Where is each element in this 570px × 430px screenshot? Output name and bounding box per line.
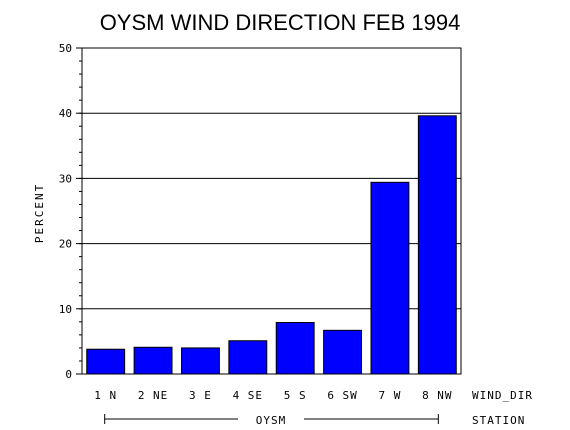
bar	[323, 329, 363, 375]
x-tick-label: 1 N	[94, 389, 117, 402]
bar	[417, 115, 457, 375]
x-tick-label: 7 W	[379, 389, 402, 402]
group-bracket	[104, 414, 439, 424]
x-tick-label: 5 S	[284, 389, 307, 402]
y-tick-label: 50	[59, 42, 72, 55]
bar	[228, 340, 268, 375]
x-tick-label: 8 NW	[422, 389, 453, 402]
x-tick-label: 2 NE	[138, 389, 169, 402]
bar	[86, 348, 126, 375]
bar	[180, 347, 220, 375]
x-axis-label: WIND_DIR	[472, 389, 533, 402]
x-tick-labels: 1 N 2 NE 3 E 4 SE 5 S 6 SW 7 W 8 NW	[94, 389, 453, 402]
bar	[133, 346, 173, 375]
y-tick-label: 10	[59, 303, 72, 316]
bars-layer	[86, 115, 457, 375]
group-label: OYSM	[256, 414, 287, 427]
y-tick-label: 30	[59, 172, 72, 185]
bar	[275, 321, 315, 375]
x-tick-label: 3 E	[189, 389, 212, 402]
group-axis-label: STATION	[472, 414, 525, 427]
y-axis-label: PERCENT	[33, 183, 46, 243]
bar	[370, 181, 410, 375]
x-tick-label: 6 SW	[327, 389, 358, 402]
y-ticks: 0 10 20 30 40 50	[59, 42, 82, 381]
chart-title: OYSM WIND DIRECTION FEB 1994	[100, 10, 461, 35]
y-tick-label: 40	[59, 107, 72, 120]
plot-frame	[81, 47, 462, 375]
y-tick-label: 0	[65, 368, 72, 381]
x-tick-label: 4 SE	[233, 389, 264, 402]
y-tick-label: 20	[59, 238, 72, 251]
